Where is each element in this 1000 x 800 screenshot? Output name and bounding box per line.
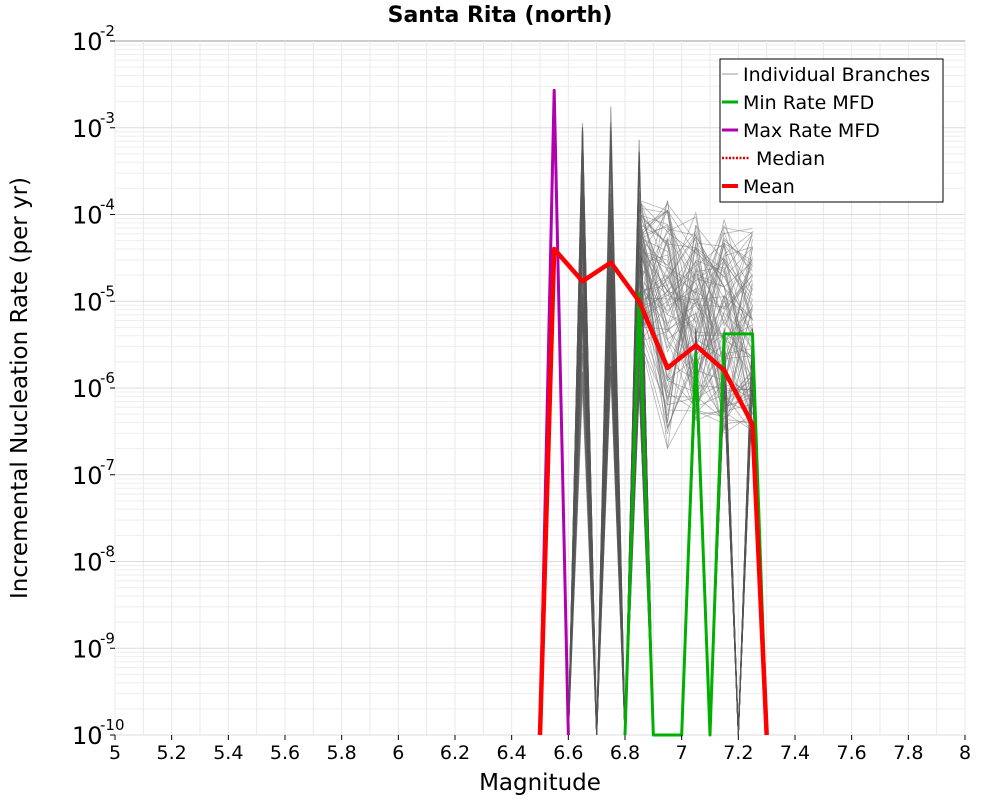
y-tick-base: 10 [72, 28, 103, 56]
branch-line [638, 248, 753, 342]
y-tick-base: 10 [72, 375, 103, 403]
y-tick-base: 10 [72, 288, 103, 316]
branch-line [638, 259, 753, 407]
y-tick-exponent: -5 [100, 282, 115, 300]
series-lines [537, 88, 769, 737]
y-tick-base: 10 [72, 549, 103, 577]
y-tick-base: 10 [72, 462, 103, 490]
x-tick-label: 6 [392, 742, 404, 764]
branch-line [567, 140, 598, 736]
x-tick-label: 6.6 [553, 742, 583, 764]
series-line-mean [537, 246, 769, 736]
x-axis-label: Magnitude [479, 770, 601, 796]
chart-title: Santa Rita (north) [388, 3, 613, 28]
legend-label: Min Rate MFD [743, 92, 874, 114]
branch-line [639, 214, 753, 390]
branch-line [638, 219, 753, 351]
y-tick-label: 10-10 [72, 716, 125, 750]
y-axis-label: Incremental Nucleation Rate (per yr) [7, 177, 33, 599]
x-tick-label: 7.2 [723, 742, 753, 764]
legend-label: Mean [743, 176, 795, 198]
y-tick-label: 10-3 [72, 109, 115, 143]
branch-line [638, 200, 753, 415]
branch-line [596, 273, 626, 736]
x-tick-label: 8 [959, 742, 971, 764]
branch-line [638, 204, 753, 450]
branch-line [638, 238, 753, 400]
legend: Individual Branches Min Rate MFD Max Rate … [719, 58, 944, 203]
x-tick-label: 7 [676, 742, 688, 764]
x-tick-label: 6.2 [440, 742, 470, 764]
branch-line [638, 237, 753, 422]
y-tick-exponent: -6 [100, 369, 115, 387]
y-tick-exponent: -9 [100, 629, 115, 647]
y-tick-exponent: -10 [100, 716, 125, 734]
y-tick-exponent: -2 [100, 22, 115, 40]
legend-label: Individual Branches [743, 64, 930, 86]
x-tick-label: 5.4 [213, 742, 243, 764]
branch-line [638, 225, 753, 415]
x-tick-label: 5.2 [157, 742, 187, 764]
y-tick-label: 10-9 [72, 629, 115, 663]
y-tick-base: 10 [72, 202, 103, 230]
y-tick-label: 10-7 [72, 456, 115, 490]
branch-line [596, 106, 626, 736]
branch-line [638, 230, 753, 310]
y-tick-label: 10-5 [72, 282, 115, 316]
branch-line [638, 231, 753, 335]
branch-line [638, 246, 753, 424]
y-tick-exponent: -3 [100, 109, 115, 127]
y-tick-exponent: -4 [100, 196, 115, 214]
y-tick-base: 10 [72, 635, 103, 663]
branch-line [638, 211, 753, 368]
x-tick-label: 6.8 [610, 742, 640, 764]
branch-line [567, 310, 598, 736]
y-tick-base: 10 [72, 115, 103, 143]
branch-line [638, 243, 753, 430]
legend-label: Median [756, 148, 825, 170]
x-tick-label: 6.4 [497, 742, 527, 764]
x-axis: 5 5.2 5.4 5.6 5.8 6 6.2 6.4 6.6 6.8 7 7.2 7.4 7.6 7.8 8 [109, 735, 971, 764]
branch-line [638, 310, 753, 435]
x-tick-label: 5.6 [270, 742, 300, 764]
y-tick-label: 10-8 [72, 543, 115, 577]
x-tick-label: 7.4 [780, 742, 810, 764]
y-tick-base: 10 [72, 722, 103, 750]
x-tick-label: 7.6 [837, 742, 867, 764]
x-tick-label: 7.8 [893, 742, 923, 764]
legend-box [719, 58, 944, 203]
branch-line [639, 226, 753, 288]
branch-line [567, 229, 598, 736]
branch-line [638, 279, 753, 434]
branch-line [567, 371, 598, 736]
y-tick-label: 10-4 [72, 196, 115, 230]
branch-line [638, 247, 753, 344]
x-tick-label: 5 [109, 742, 121, 764]
y-tick-exponent: -7 [100, 456, 115, 474]
y-tick-label: 10-2 [72, 22, 115, 56]
branch-line [638, 210, 753, 433]
y-tick-label: 10-6 [72, 369, 115, 403]
branch-line [596, 325, 626, 736]
branch-line [638, 289, 753, 420]
x-tick-label: 5.8 [327, 742, 357, 764]
legend-label: Max Rate MFD [743, 120, 880, 142]
branch-line [638, 242, 753, 449]
y-tick-exponent: -8 [100, 543, 115, 561]
series-line-min-rate-mfd [623, 292, 769, 737]
